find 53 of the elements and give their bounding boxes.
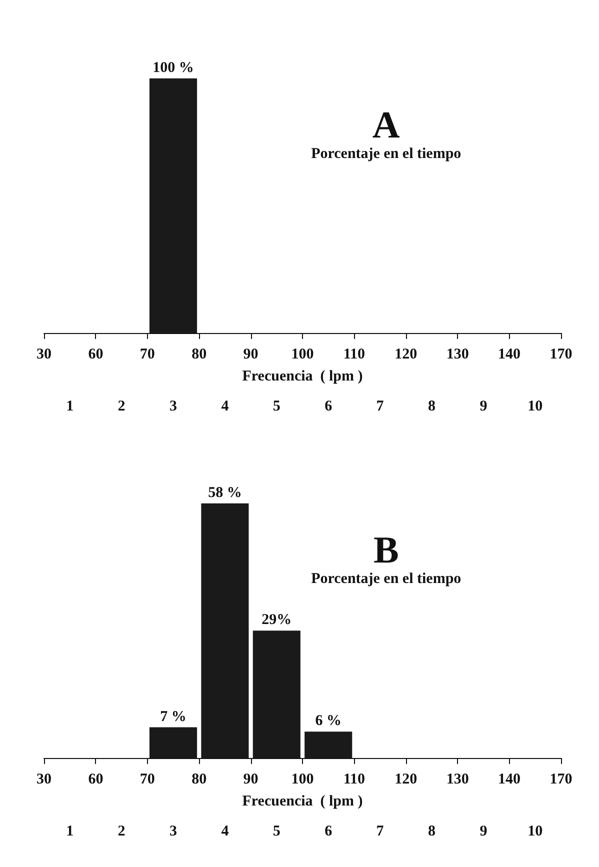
data-label: 100 % <box>152 60 194 76</box>
x-tick-label: 7 <box>376 398 384 414</box>
text: 110 <box>343 346 366 362</box>
x-axis-title: Frecuencia ( lpm ) <box>242 794 363 810</box>
text: 130 <box>446 772 469 788</box>
data-label: 58 % <box>208 484 242 501</box>
text: 70 <box>140 346 155 362</box>
text: 80 <box>192 346 207 362</box>
x-tick-label: 9 <box>480 398 488 414</box>
x-tick-label: 1 <box>66 398 74 414</box>
x-tick-label: 3 <box>170 398 177 414</box>
text: 70 <box>140 772 155 788</box>
x-tick-label: 9 <box>480 824 488 840</box>
x-tick-label: 7 <box>376 824 384 840</box>
text: 100 <box>291 346 314 362</box>
text: 170 <box>550 346 572 362</box>
x-tick-label: 10 <box>528 398 543 414</box>
x-tick-label: 8 <box>428 398 436 414</box>
text: 120 <box>394 772 418 788</box>
x-tick-label: 5 <box>272 398 280 414</box>
data-label: 29% <box>262 612 292 628</box>
x-tick-label: 2 <box>118 824 126 840</box>
x-tick-label: 4 <box>221 824 230 840</box>
text: Porcentaje en el tiempo <box>311 146 462 162</box>
text: 140 <box>498 346 521 362</box>
text: 130 <box>446 346 469 362</box>
text: 30 <box>36 772 52 788</box>
text: 80 <box>192 772 207 788</box>
x-tick-label: 2 <box>118 398 126 414</box>
text: B <box>373 530 399 572</box>
x-tick-label: 3 <box>170 824 177 840</box>
x-tick-label: 4 <box>221 398 230 414</box>
text: 60 <box>88 772 104 788</box>
text: A <box>372 104 400 146</box>
data-label: 6 % <box>315 713 342 730</box>
text: 90 <box>243 772 258 788</box>
text: Porcentaje en el tiempo <box>311 571 462 587</box>
text: 140 <box>498 772 521 788</box>
text: 100 <box>291 772 314 788</box>
text: 110 <box>343 772 366 788</box>
x-tick-label: 8 <box>428 824 436 840</box>
x-tick-label: 5 <box>272 824 280 840</box>
text: 90 <box>243 346 258 362</box>
text: 60 <box>88 346 104 362</box>
text: 30 <box>36 346 52 362</box>
x-tick-label: 6 <box>324 398 333 414</box>
data-label: 7 % <box>160 708 186 725</box>
text: 170 <box>550 772 572 788</box>
x-tick-label: 10 <box>528 824 543 840</box>
text: 120 <box>394 346 418 362</box>
x-tick-label: 6 <box>324 824 333 840</box>
x-tick-label: 1 <box>66 824 74 840</box>
x-axis-title: Frecuencia ( lpm ) <box>242 368 363 384</box>
